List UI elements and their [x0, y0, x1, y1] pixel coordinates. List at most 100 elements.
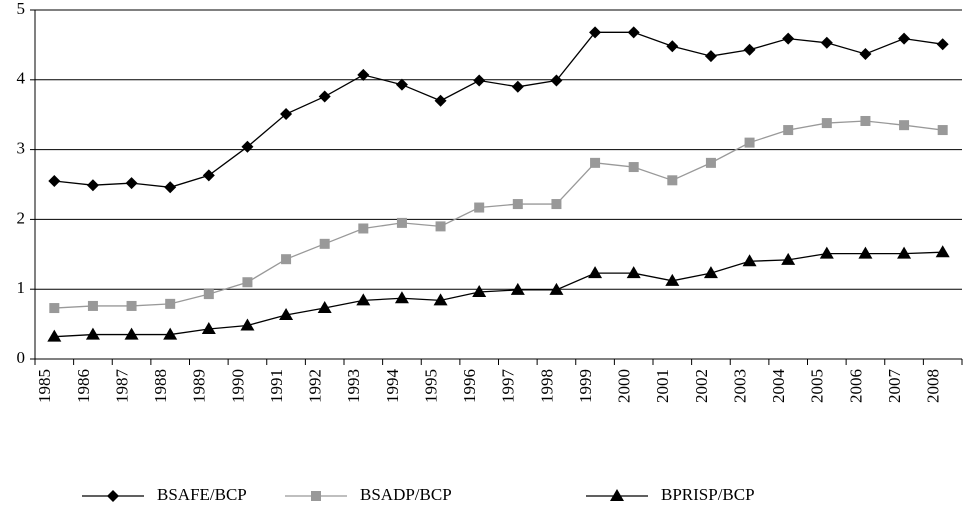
point	[125, 177, 138, 190]
point	[860, 115, 871, 126]
legend-marker	[107, 490, 119, 502]
point	[434, 94, 447, 107]
x-tick-label: 1985	[35, 369, 54, 403]
x-tick-label: 2007	[885, 369, 904, 404]
point	[163, 327, 178, 340]
point	[743, 43, 756, 56]
point	[49, 303, 60, 314]
point	[936, 38, 949, 51]
point	[626, 266, 641, 279]
point	[898, 32, 911, 45]
point	[549, 282, 564, 295]
y-tick-label: 0	[17, 348, 26, 367]
point	[280, 108, 293, 121]
x-tick-label: 2002	[692, 369, 711, 403]
point	[781, 252, 796, 265]
point	[318, 90, 331, 103]
point	[858, 246, 873, 259]
point	[435, 221, 446, 232]
point	[281, 254, 292, 265]
point	[666, 40, 679, 53]
x-tick-label: 2003	[730, 369, 749, 403]
legend-label: BPRISP/BCP	[661, 485, 755, 504]
point	[86, 179, 99, 192]
point	[356, 293, 371, 306]
point	[164, 181, 177, 194]
point	[511, 80, 524, 93]
point	[203, 289, 214, 300]
point	[937, 125, 948, 136]
point	[590, 157, 601, 168]
y-tick-label: 2	[17, 208, 26, 227]
point	[472, 284, 487, 297]
legend-marker	[610, 489, 624, 501]
x-tick-label: 2001	[653, 369, 672, 403]
point	[551, 199, 562, 210]
point	[473, 74, 486, 87]
point	[821, 118, 832, 129]
point	[783, 125, 794, 136]
x-tick-label: 1986	[74, 369, 93, 403]
legend-label: BSAFE/BCP	[157, 485, 247, 504]
y-tick-label: 4	[17, 69, 26, 88]
point	[474, 202, 485, 213]
point	[704, 50, 717, 63]
point	[433, 293, 448, 306]
point	[667, 175, 678, 186]
point	[395, 78, 408, 91]
point	[85, 327, 100, 340]
point	[47, 329, 62, 342]
point	[703, 266, 718, 279]
point	[744, 137, 755, 148]
x-tick-label: 2006	[846, 369, 865, 403]
point	[819, 246, 834, 259]
point	[859, 47, 872, 60]
x-tick-label: 1989	[190, 369, 209, 403]
point	[240, 318, 255, 331]
point	[319, 238, 330, 249]
point	[899, 120, 910, 131]
series-line	[54, 251, 943, 338]
y-tick-label: 3	[17, 139, 26, 158]
x-tick-label: 1993	[344, 369, 363, 403]
point	[242, 277, 253, 288]
point	[627, 26, 640, 39]
point	[357, 68, 370, 81]
x-tick-label: 2005	[808, 369, 827, 403]
point	[588, 266, 603, 279]
x-tick-label: 2008	[924, 369, 943, 403]
y-tick-label: 5	[17, 0, 26, 18]
point	[935, 245, 950, 258]
series-line	[54, 31, 943, 188]
point	[201, 321, 216, 334]
point	[394, 291, 409, 304]
point	[550, 74, 563, 87]
x-tick-label: 1999	[576, 369, 595, 403]
series-line	[54, 120, 943, 309]
point	[589, 26, 602, 39]
x-tick-label: 1992	[306, 369, 325, 403]
point	[317, 301, 332, 314]
point	[782, 32, 795, 45]
x-tick-label: 1998	[537, 369, 556, 403]
x-tick-label: 1991	[267, 369, 286, 403]
x-tick-label: 1988	[151, 369, 170, 403]
point	[705, 157, 716, 168]
point	[358, 223, 369, 234]
legend-marker	[311, 491, 321, 501]
point	[665, 273, 680, 286]
point	[510, 282, 525, 295]
x-tick-label: 1987	[112, 369, 131, 404]
x-tick-label: 1994	[383, 369, 402, 404]
legend-label: BSADP/BCP	[360, 485, 452, 504]
point	[820, 36, 833, 49]
point	[87, 300, 98, 311]
x-tick-label: 2004	[769, 369, 788, 404]
point	[897, 246, 912, 259]
point	[512, 199, 523, 210]
x-tick-label: 1997	[499, 369, 518, 404]
point	[628, 162, 639, 173]
point	[165, 298, 176, 309]
point	[126, 300, 137, 311]
